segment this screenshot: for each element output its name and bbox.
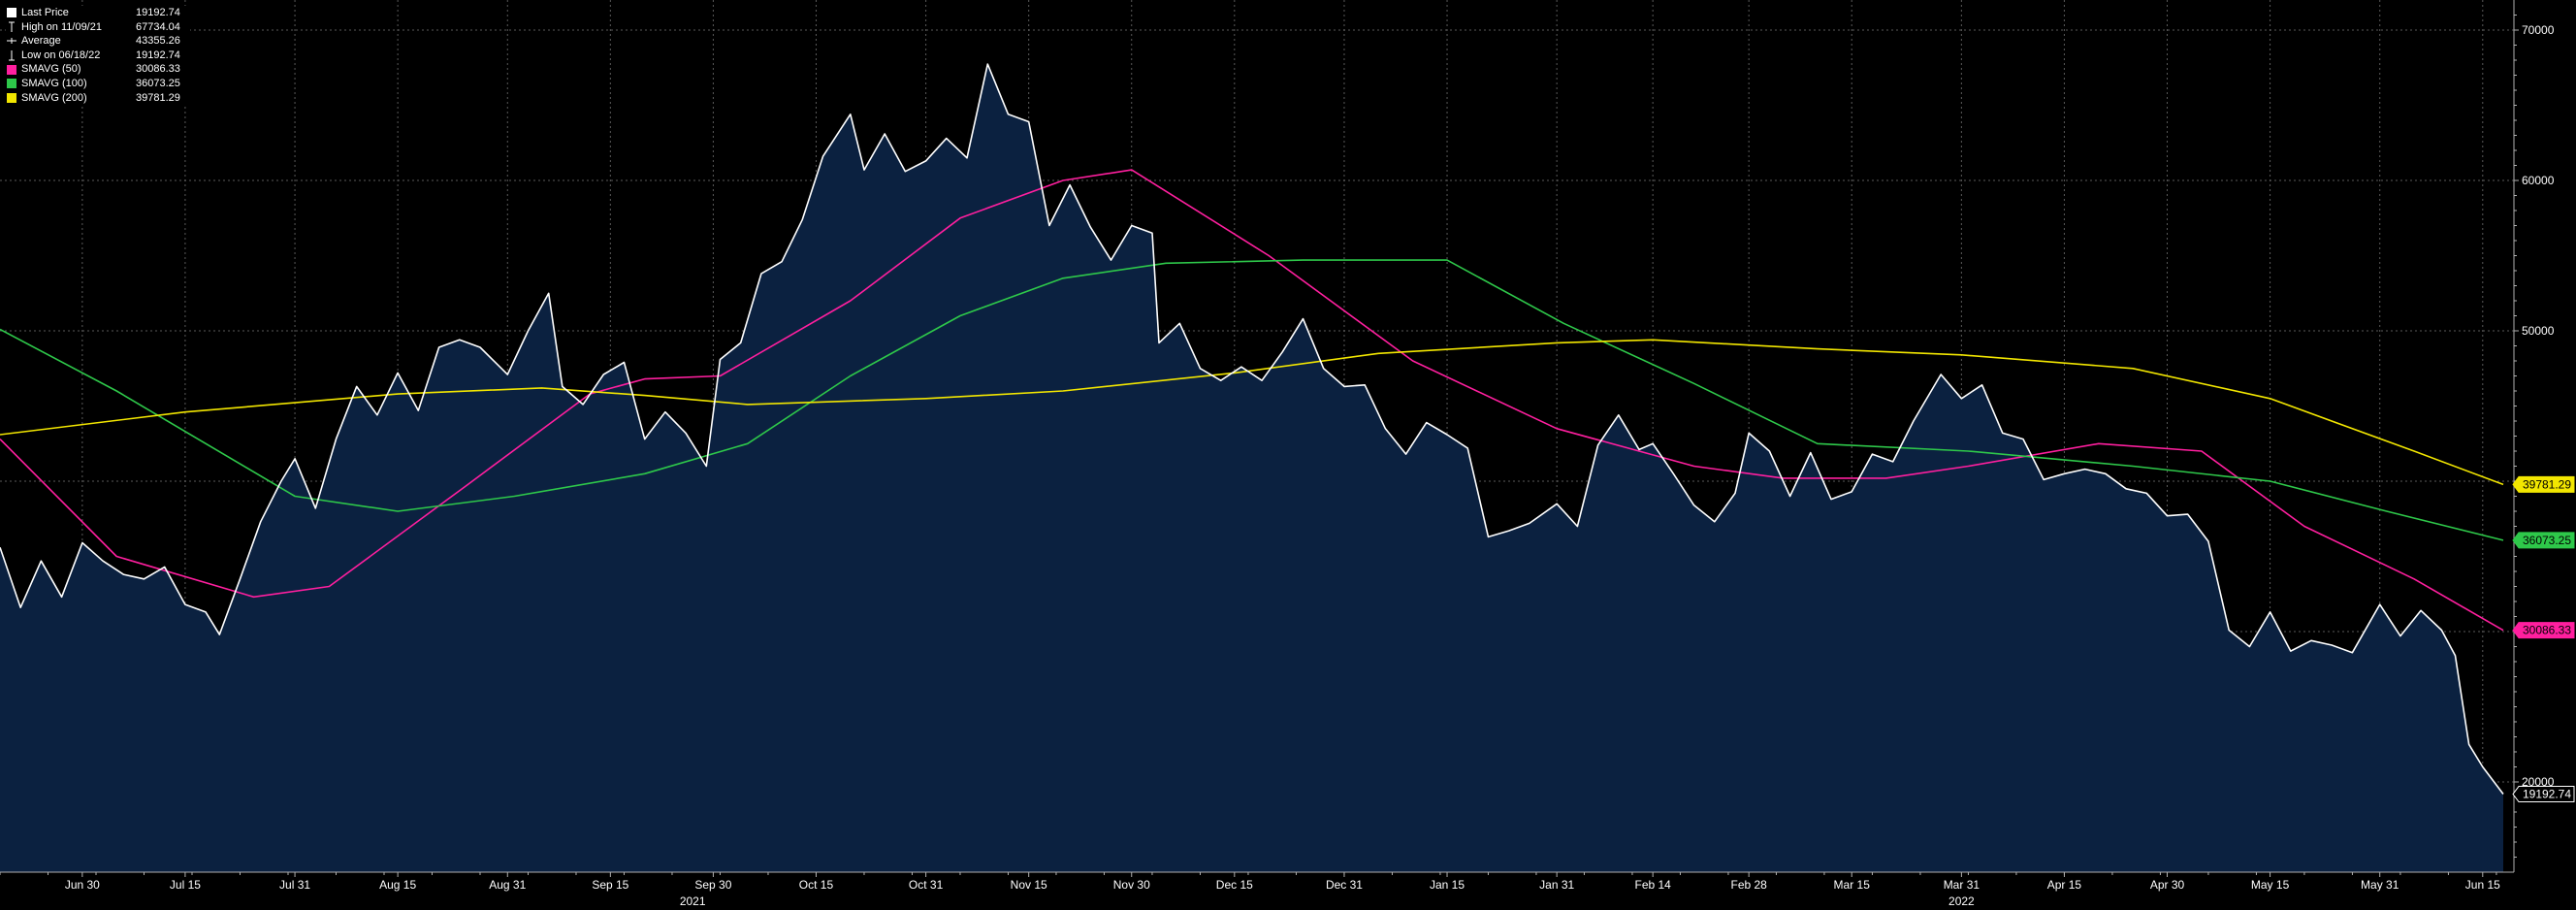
legend-label: SMAVG (50) (21, 63, 81, 76)
end-value-badge-text: 39781.29 (2523, 477, 2571, 491)
x-tick-label: Oct 15 (799, 878, 834, 892)
year-label: 2021 (680, 894, 706, 908)
year-labels: 2021 2022 (680, 894, 1975, 908)
end-value-badge-shape (2512, 786, 2575, 803)
x-tick-label: Mar 31 (1944, 878, 1980, 892)
legend-label: SMAVG (200) (21, 91, 87, 104)
legend-label: Last Price (21, 7, 69, 18)
x-tick-label: May 15 (2251, 878, 2290, 892)
legend-label: High on 11/09/21 (21, 20, 102, 33)
legend-value: 30086.33 (136, 63, 180, 76)
x-tick-label: Jun 30 (65, 878, 100, 892)
x-tick-label: Jun 15 (2465, 878, 2500, 892)
end-value-badge-shape (2512, 622, 2575, 639)
legend-value: 39781.29 (136, 91, 180, 104)
legend-symbol (6, 78, 17, 89)
x-tick-label: Jul 15 (170, 878, 201, 892)
legend-item: SMAVG (50) 30086.33 (6, 62, 190, 77)
legend-symbol (6, 92, 17, 104)
x-tick-label: May 31 (2361, 878, 2399, 892)
x-tick-label: Sep 15 (592, 878, 628, 892)
end-value-badge-text: 36073.25 (2523, 534, 2571, 547)
x-axis-ticks: Jun 30 Jul 15 Jul 31 Aug 15 Aug 31 Sep 15 Sep … (0, 872, 2500, 892)
legend-item: High on 11/09/21 67734.04 (6, 20, 190, 35)
x-tick-label: Jan 15 (1430, 878, 1465, 892)
legend-value: 67734.04 (136, 20, 180, 33)
legend-item: Average 43355.26 (6, 34, 190, 49)
x-tick-label: Apr 30 (2150, 878, 2185, 892)
legend-value: 43355.26 (136, 35, 180, 48)
legend-value: 36073.25 (136, 77, 180, 89)
x-tick-label: Dec 31 (1326, 878, 1363, 892)
x-tick-label: Feb 28 (1730, 878, 1767, 892)
end-value-badge: 30086.33 (2512, 622, 2575, 639)
legend-item: Last Price 19192.74 (6, 6, 190, 20)
legend-symbol (6, 7, 17, 18)
y-tick-label: 60000 (2522, 174, 2555, 187)
end-value-badge: 39781.29 (2512, 475, 2575, 493)
legend-symbol (6, 64, 17, 76)
price-area-fill (0, 64, 2503, 873)
legend-item: SMAVG (100) 36073.25 (6, 77, 190, 91)
x-tick-label: Feb 14 (1634, 878, 1671, 892)
x-tick-label: Sep 30 (694, 878, 731, 892)
x-tick-label: Jul 31 (279, 878, 310, 892)
end-value-badge: 19192.74 (2512, 786, 2575, 803)
end-value-badge-text: 30086.33 (2523, 624, 2571, 637)
legend-symbol (6, 49, 17, 61)
sma-line-100 (0, 259, 2504, 541)
x-tick-label: Aug 15 (379, 878, 416, 892)
y-tick-label: 50000 (2522, 324, 2555, 338)
legend-label: Average (21, 35, 61, 48)
end-value-badge-text: 19192.74 (2523, 788, 2571, 801)
x-tick-label: Nov 15 (1011, 878, 1047, 892)
x-tick-label: Apr 15 (2047, 878, 2082, 892)
x-tick-label: Aug 31 (489, 878, 526, 892)
legend-label: Low on 06/18/22 (21, 49, 101, 61)
sma-line-200 (0, 339, 2504, 486)
end-value-badges: 39781.29 36073.25 30086.33 19192.74 (2512, 475, 2575, 803)
end-value-badge-shape (2512, 475, 2575, 493)
end-value-badge-shape (2512, 532, 2575, 549)
y-tick-label: 70000 (2522, 23, 2555, 37)
price-line-layer (0, 63, 2504, 795)
legend-symbol (6, 35, 17, 47)
legend: Last Price 19192.74 High on 11/09/21 67734.… (6, 6, 190, 106)
x-tick-label: Dec 15 (1216, 878, 1253, 892)
legend-item: SMAVG (200) 39781.29 (6, 91, 190, 106)
legend-value: 19192.74 (136, 7, 180, 18)
legend-item: Low on 06/18/22 19192.74 (6, 49, 190, 63)
y-tick-label: 20000 (2522, 775, 2555, 789)
moving-average-lines (0, 169, 2504, 632)
sma-line-50 (0, 169, 2504, 632)
legend-value: 19192.74 (136, 49, 180, 61)
year-label: 2022 (1948, 894, 1975, 908)
end-value-badge: 36073.25 (2512, 532, 2575, 549)
x-tick-label: Mar 15 (1834, 878, 1871, 892)
legend-symbol (6, 21, 17, 33)
legend-label: SMAVG (100) (21, 77, 87, 89)
price-area (0, 64, 2503, 873)
price-line (0, 63, 2504, 795)
x-tick-label: Oct 31 (909, 878, 944, 892)
x-tick-label: Jan 31 (1539, 878, 1574, 892)
x-tick-label: Nov 30 (1113, 878, 1150, 892)
